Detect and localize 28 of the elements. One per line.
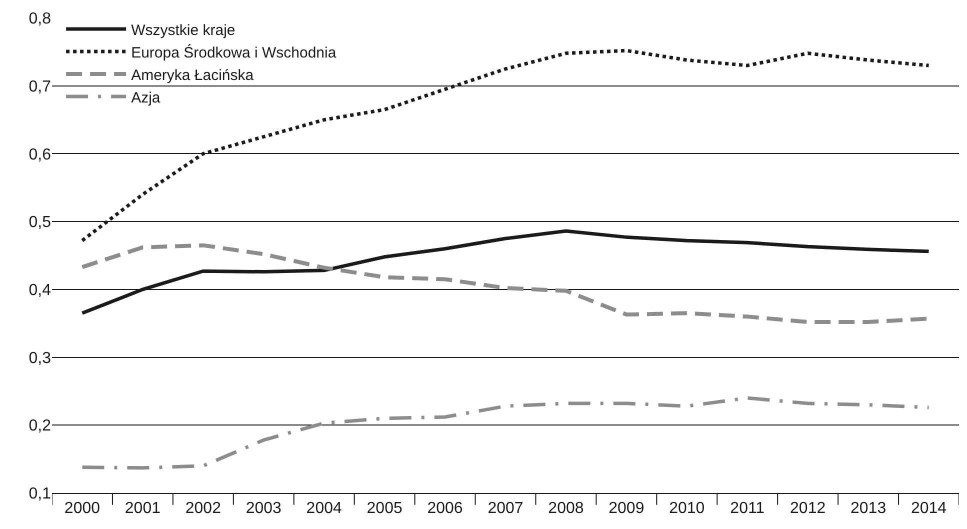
legend-label: Wszystkie kraje bbox=[131, 22, 236, 39]
x-tick-label: 2013 bbox=[850, 500, 886, 518]
x-tick-label: 2012 bbox=[790, 500, 826, 518]
legend-label: Ameryka Łacińska bbox=[131, 66, 254, 84]
x-tick-label: 2009 bbox=[608, 500, 644, 518]
y-tick-label: 0,3 bbox=[28, 350, 52, 367]
x-tick-label: 2005 bbox=[366, 500, 402, 518]
x-tick-label: 2011 bbox=[730, 500, 765, 518]
x-tick-label: 2001 bbox=[124, 500, 161, 518]
x-tick-label: 2000 bbox=[64, 500, 100, 518]
y-tick-label: 0,5 bbox=[28, 214, 52, 232]
y-tick-label: 0,7 bbox=[28, 78, 52, 96]
x-tick-label: 2010 bbox=[669, 500, 705, 518]
legend-label: Europa Środkowa i Wschodnia bbox=[131, 43, 337, 62]
x-tick-label: 2014 bbox=[910, 500, 947, 518]
y-tick-label: 0,2 bbox=[28, 418, 52, 435]
y-tick-label: 0,4 bbox=[28, 282, 52, 300]
x-tick-label: 2006 bbox=[427, 500, 463, 518]
x-tick-label: 2007 bbox=[488, 500, 524, 518]
y-tick-label: 0,1 bbox=[28, 486, 52, 503]
x-tick-label: 2003 bbox=[246, 500, 282, 518]
y-tick-label: 0,6 bbox=[28, 146, 52, 164]
x-tick-label: 2002 bbox=[185, 500, 222, 518]
legend-label: Azja bbox=[131, 89, 161, 106]
y-tick-label: 0,8 bbox=[28, 10, 52, 28]
x-tick-label: 2008 bbox=[548, 500, 584, 518]
x-tick-label: 2004 bbox=[306, 500, 342, 518]
line-series bbox=[80, 396, 931, 470]
